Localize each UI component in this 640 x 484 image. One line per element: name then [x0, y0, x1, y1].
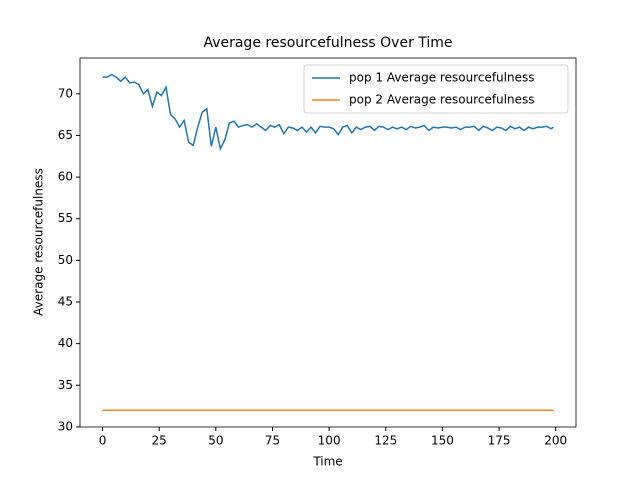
y-tick-label: 60 — [58, 170, 73, 184]
y-tick-label: 40 — [58, 336, 73, 350]
x-tick-label: 50 — [208, 434, 223, 448]
y-axis-label: Average resourcefulness — [32, 168, 46, 316]
axes-frame — [79, 57, 577, 428]
x-tick-label: 200 — [544, 434, 567, 448]
series-line — [102, 73, 554, 152]
y-tick-label: 55 — [58, 211, 73, 225]
y-tick-label: 35 — [58, 378, 73, 392]
x-tick-label: 150 — [431, 434, 454, 448]
y-tick-label: 70 — [58, 86, 73, 100]
x-tick-label: 125 — [374, 434, 397, 448]
x-tick-label: 175 — [488, 434, 511, 448]
y-tick-label: 45 — [58, 295, 73, 309]
chart-title: Average resourcefulness Over Time — [203, 35, 452, 51]
x-tick-label: 25 — [152, 434, 167, 448]
legend-label: pop 2 Average resourcefulness — [349, 93, 535, 107]
y-tick-label: 50 — [58, 253, 73, 267]
legend-box — [303, 64, 569, 114]
x-tick-label: 75 — [265, 434, 280, 448]
x-tick-label: 0 — [99, 434, 107, 448]
legend-label: pop 1 Average resourcefulness — [349, 71, 535, 85]
y-tick-label: 30 — [58, 419, 73, 433]
x-tick-label: 100 — [318, 434, 341, 448]
x-axis-label: Time — [312, 455, 342, 469]
y-tick-label: 65 — [58, 128, 73, 142]
